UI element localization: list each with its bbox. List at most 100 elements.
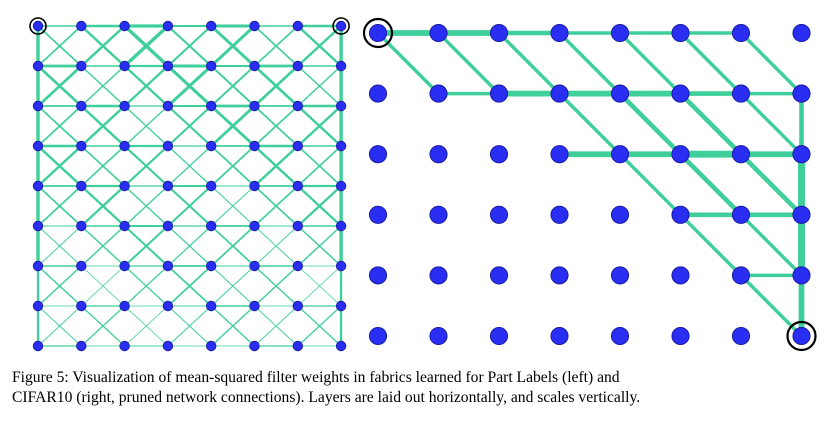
fabric-node — [489, 84, 509, 103]
fabric-node — [429, 145, 448, 164]
right-fabric-nodes — [362, 17, 817, 352]
io-node-ring — [362, 17, 394, 49]
fabric-edge — [37, 265, 83, 307]
fabric-node — [671, 326, 690, 346]
fabric-node — [429, 205, 448, 224]
fabric-node — [119, 300, 130, 312]
fabric-node — [368, 205, 388, 224]
fabric-node — [292, 20, 304, 32]
fabric-edge — [123, 185, 169, 227]
fabric-edge — [678, 31, 743, 96]
fabric-node — [249, 180, 260, 192]
fabric-node — [335, 300, 347, 312]
fabric-node — [292, 260, 304, 272]
fabric-node — [249, 300, 260, 312]
fabric-node — [119, 260, 130, 272]
fabric-edge — [37, 305, 82, 347]
fabric-node — [205, 140, 217, 152]
fabric-node — [731, 23, 751, 43]
fabric-edge — [37, 185, 83, 227]
fabric-node — [32, 340, 44, 352]
fabric-edge — [296, 184, 343, 228]
fabric-edge — [210, 305, 256, 347]
fabric-edge — [80, 104, 126, 148]
fabric-node — [792, 266, 811, 285]
fabric-node — [550, 84, 569, 103]
fabric-edge — [167, 265, 213, 307]
right-fabric-cifar10 — [362, 17, 817, 352]
fabric-node — [32, 300, 44, 312]
fabric-node — [76, 60, 87, 72]
fabric-node — [292, 340, 304, 352]
fabric-edge — [297, 145, 342, 187]
fabric-node — [76, 220, 87, 232]
fabric-node — [205, 20, 217, 32]
left-fabric-nodes — [29, 17, 350, 352]
fabric-edge — [80, 265, 126, 307]
fabric-edge — [166, 104, 213, 148]
fabric-edge — [253, 105, 299, 147]
fabric-edge — [617, 91, 683, 157]
fabric-node — [671, 84, 690, 103]
fabric-edge — [210, 225, 256, 267]
fabric-node — [292, 180, 304, 192]
fabric-node — [610, 205, 630, 224]
fabric-node — [76, 180, 87, 192]
fabric-node — [489, 205, 509, 224]
fabric-node — [368, 145, 388, 164]
fabric-node — [550, 326, 569, 346]
fabric-edge — [80, 145, 126, 187]
fabric-node — [610, 23, 630, 43]
fabric-node — [119, 20, 130, 32]
fabric-node — [610, 145, 630, 164]
fabric-node — [162, 140, 174, 152]
fabric-node — [731, 205, 751, 224]
caption-line-1: Figure 5: Visualization of mean-squared … — [12, 369, 620, 386]
fabric-edge — [253, 25, 299, 67]
fabric-edge — [297, 65, 342, 107]
fabric-node — [489, 23, 509, 43]
fabric-node — [205, 300, 217, 312]
fabric-edge — [297, 265, 342, 307]
right-fabric-edges — [375, 30, 805, 339]
fabric-node — [249, 20, 260, 32]
fabric-edge — [37, 25, 83, 67]
fabric-node — [76, 100, 87, 112]
fabric-edge — [36, 144, 83, 188]
fabric-edge — [37, 105, 83, 147]
fabric-edge — [80, 24, 126, 68]
fabric-edge — [80, 225, 126, 267]
fabric-node — [792, 326, 811, 346]
fabric-edge — [210, 65, 256, 107]
fabric-node — [489, 326, 509, 346]
fabric-edge — [124, 305, 169, 347]
fabric-node — [731, 84, 751, 103]
fabric-node — [119, 180, 130, 192]
fabric-node — [162, 20, 174, 32]
fabric-edge — [297, 305, 342, 347]
fabric-edge — [167, 145, 212, 187]
fabric-node — [119, 340, 130, 352]
fabric-edge — [739, 273, 804, 338]
fabric-edge — [739, 31, 804, 96]
fabric-edge — [253, 185, 299, 227]
fabric-node — [32, 60, 44, 72]
fabric-node — [368, 23, 388, 43]
fabric-node — [792, 23, 811, 43]
io-node-ring — [332, 17, 350, 35]
fabric-node — [249, 60, 260, 72]
fabric-node — [205, 60, 217, 72]
fabric-edge — [123, 144, 169, 188]
fabric-node — [32, 20, 44, 32]
fabric-edge — [738, 151, 804, 218]
fabric-node — [76, 300, 87, 312]
fabric-edge — [123, 225, 169, 267]
fabric-node — [292, 100, 304, 112]
fabric-edge — [618, 152, 683, 217]
fabric-edge — [497, 31, 562, 96]
fabric-edge — [253, 144, 300, 188]
fabric-edge — [80, 65, 126, 107]
fabric-node — [671, 266, 690, 285]
fabric-node — [731, 326, 751, 346]
fabric-node — [671, 145, 690, 164]
